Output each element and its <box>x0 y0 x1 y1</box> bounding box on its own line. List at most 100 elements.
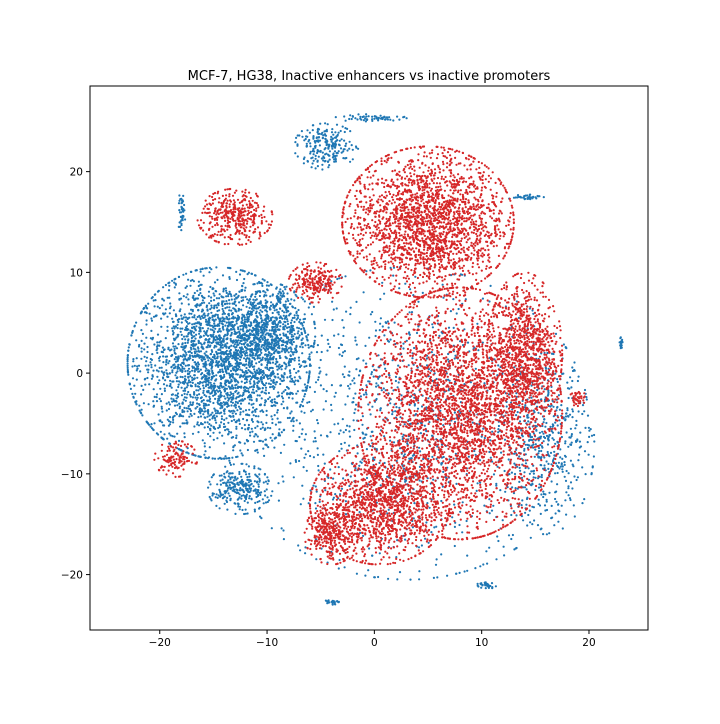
data-point <box>166 325 169 328</box>
points-layer <box>126 113 624 606</box>
data-point <box>163 389 166 392</box>
data-point <box>183 396 186 399</box>
data-point <box>558 467 561 470</box>
data-point <box>359 369 362 372</box>
data-point <box>419 450 422 453</box>
data-point <box>292 424 295 427</box>
data-point <box>186 293 189 296</box>
data-point <box>254 433 257 436</box>
data-point <box>261 319 264 322</box>
data-point <box>231 375 234 378</box>
data-point <box>189 329 192 332</box>
data-point <box>212 394 215 397</box>
data-point <box>219 346 222 349</box>
data-point <box>497 424 500 428</box>
data-point <box>227 385 230 388</box>
data-point <box>288 326 291 329</box>
data-point <box>583 498 586 501</box>
data-point <box>361 423 364 426</box>
data-point <box>278 307 281 310</box>
data-point <box>417 546 421 549</box>
data-point <box>182 316 185 319</box>
data-point <box>172 421 175 424</box>
data-point <box>214 313 217 316</box>
data-point <box>236 296 239 299</box>
data-point <box>152 405 155 408</box>
data-point <box>348 444 351 447</box>
data-point <box>262 502 265 505</box>
data-point <box>263 454 266 457</box>
data-point <box>214 357 217 360</box>
data-point <box>228 461 232 464</box>
data-point <box>215 266 218 269</box>
data-point <box>483 382 486 385</box>
data-point <box>218 412 221 415</box>
data-point <box>200 422 203 426</box>
data-point <box>150 377 153 380</box>
data-point <box>241 285 244 288</box>
data-point <box>167 401 170 404</box>
data-point <box>290 333 293 336</box>
data-point <box>301 360 305 363</box>
data-point <box>194 407 197 410</box>
data-point <box>187 303 190 306</box>
data-point <box>171 327 174 330</box>
data-point <box>200 346 203 349</box>
data-point <box>162 361 165 364</box>
data-point <box>193 350 196 353</box>
data-point <box>213 426 216 429</box>
data-point <box>223 373 226 376</box>
data-point <box>338 558 341 562</box>
data-point <box>257 415 260 418</box>
data-point <box>365 362 368 365</box>
data-point <box>524 404 527 407</box>
data-point <box>343 350 346 353</box>
data-point <box>145 420 148 423</box>
data-point <box>146 345 149 349</box>
data-point <box>245 386 248 389</box>
data-point <box>416 407 420 410</box>
data-point <box>211 316 214 319</box>
data-point <box>187 407 190 410</box>
data-point <box>277 343 280 346</box>
data-point <box>539 435 543 438</box>
data-point <box>211 411 214 414</box>
data-point <box>211 360 214 363</box>
data-point <box>202 274 205 277</box>
data-point <box>223 418 226 421</box>
data-point <box>255 390 258 393</box>
data-point <box>330 403 333 406</box>
data-point <box>349 383 352 386</box>
data-point <box>187 364 191 367</box>
data-point <box>461 501 464 504</box>
data-point <box>258 394 261 397</box>
data-point <box>215 306 219 309</box>
data-point <box>161 297 164 300</box>
data-point <box>174 394 177 397</box>
data-point <box>283 311 286 314</box>
data-point <box>579 431 582 434</box>
data-point <box>265 310 269 313</box>
data-point <box>380 389 383 392</box>
data-point <box>168 284 171 287</box>
data-point <box>213 281 217 284</box>
data-point <box>285 345 288 348</box>
data-point <box>249 333 252 336</box>
data-point <box>161 346 164 349</box>
data-point <box>172 325 175 328</box>
data-point <box>266 496 269 499</box>
data-point <box>272 355 275 358</box>
data-point <box>237 405 241 408</box>
data-point <box>189 357 192 360</box>
data-point <box>566 387 570 390</box>
data-point <box>188 350 191 353</box>
data-point <box>282 529 285 532</box>
data-point <box>529 536 532 539</box>
data-point <box>178 415 181 418</box>
data-point <box>226 342 229 345</box>
data-point <box>302 466 305 469</box>
data-point <box>272 378 275 382</box>
data-point <box>232 449 235 452</box>
data-point <box>189 401 192 404</box>
data-point <box>218 490 222 493</box>
